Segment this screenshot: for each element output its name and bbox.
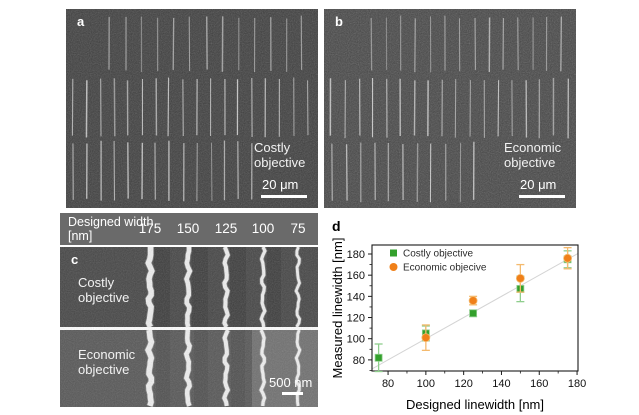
data-point-economic: [563, 253, 573, 263]
panel-letter-a: a: [77, 14, 85, 29]
y-tick-label: 100: [347, 334, 365, 346]
objective-label-a: Costly objective: [254, 140, 306, 170]
y-tick-label: 160: [347, 270, 365, 282]
legend-marker-costly: [390, 249, 397, 257]
legend-entry: Economic objecive: [403, 263, 487, 274]
data-point-economic: [515, 273, 525, 283]
scalebar-a: [261, 195, 307, 198]
y-tick-label: 80: [353, 355, 365, 367]
scalebar-b: [519, 195, 565, 198]
sem-image-linewidth-closeup: [60, 247, 318, 407]
linewidth-chart: 80 100 120 140 160 180 80 100 120 140 160 180 Design…: [330, 238, 586, 412]
designed-width-title: Designed width [nm]: [68, 215, 154, 243]
data-point-costly: [469, 309, 478, 318]
scalebar-label-c: 500 nm: [269, 375, 313, 390]
sem-image-economic-overview: [324, 9, 576, 208]
y-tick-label: 180: [347, 249, 365, 261]
panel-letter-d: d: [332, 218, 341, 234]
x-tick-label: 140: [492, 378, 510, 390]
y-tick-label: 120: [347, 313, 365, 325]
x-tick-label: 180: [568, 378, 586, 390]
designed-width-150: 150: [176, 221, 200, 236]
y-tick-label: 140: [347, 291, 365, 303]
designed-width-100: 100: [251, 221, 275, 236]
x-tick-label: 120: [454, 378, 472, 390]
plot-box: [371, 244, 579, 372]
legend-marker-economic: [389, 263, 398, 271]
y-axis-label: Measured linewidth [nm]: [330, 238, 345, 379]
designed-width-125: 125: [214, 221, 238, 236]
row-label-costly: Costly objective: [78, 275, 130, 305]
designed-width-75: 75: [290, 221, 306, 236]
designed-width-175: 175: [138, 221, 162, 236]
panel-a: a Costly objective 20 μm: [66, 9, 318, 208]
scalebar-label-b: 20 μm: [520, 177, 557, 192]
row-label-economic: Economic objective: [78, 347, 136, 377]
panel-c-header: Designed width [nm] 175 150 125 100 75: [60, 213, 318, 245]
x-tick-label: 160: [530, 378, 548, 390]
sem-image-costly-overview: [66, 9, 318, 208]
data-point-economic: [468, 296, 478, 305]
objective-label-b: Economic objective: [504, 140, 562, 170]
x-tick-label: 100: [417, 378, 435, 390]
panel-letter-c: c: [71, 252, 79, 267]
legend-entry: Costly objective: [403, 249, 473, 260]
x-axis-label: Designed linewidth [nm]: [406, 397, 544, 412]
panel-b: b Economic objective 20 μm: [324, 9, 576, 208]
scalebar-label-a: 20 μm: [262, 177, 299, 192]
x-tick-label: 80: [382, 378, 394, 390]
panel-letter-b: b: [335, 14, 343, 29]
scalebar-c: [282, 392, 303, 395]
data-point-costly: [374, 353, 383, 362]
panel-c: c Costly objective Economic objective 50…: [60, 247, 318, 407]
data-point-economic: [421, 333, 431, 343]
